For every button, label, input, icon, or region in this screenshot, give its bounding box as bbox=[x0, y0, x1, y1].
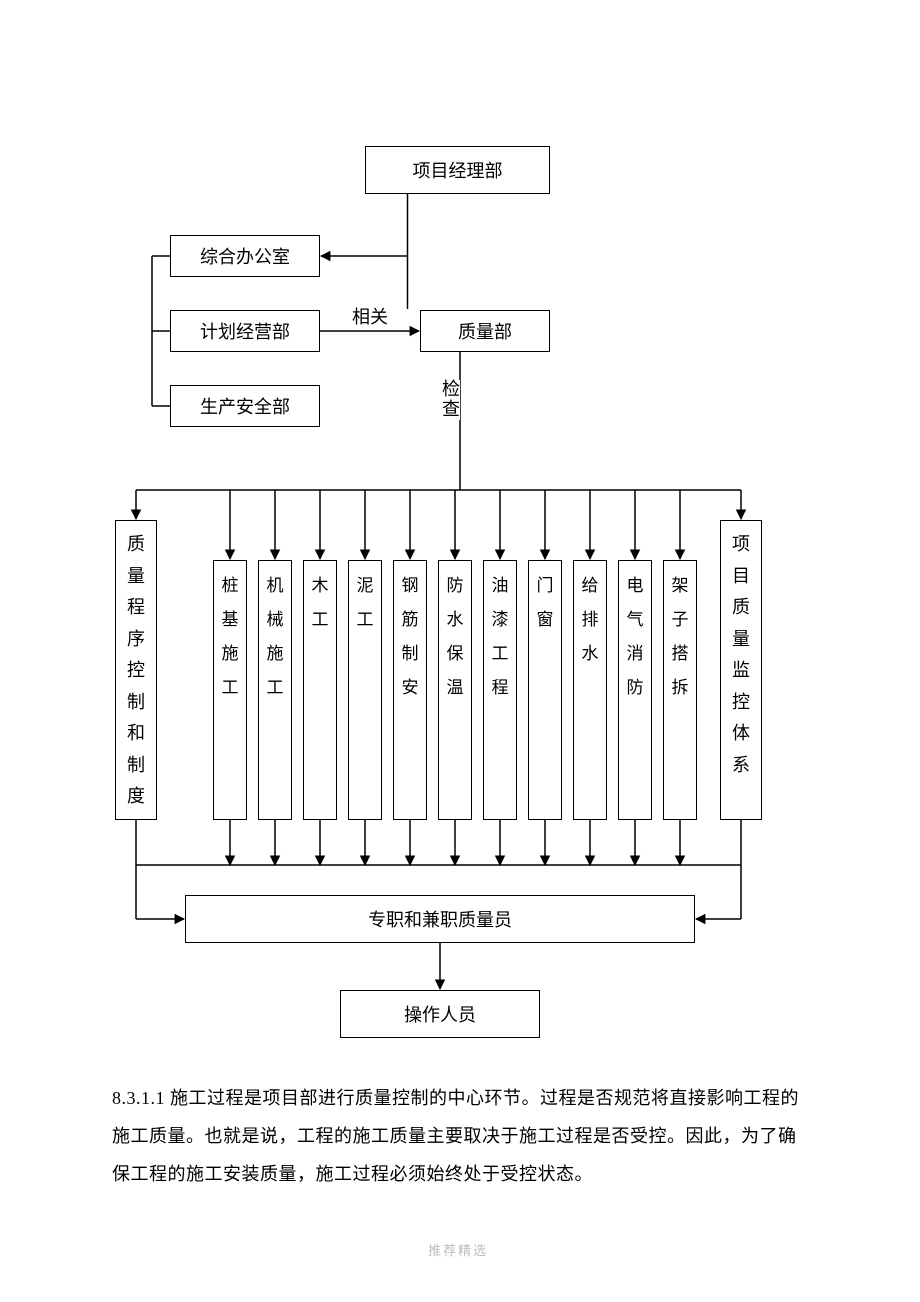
node-label: 综合办公室 bbox=[200, 243, 290, 269]
node-label: 项目经理部 bbox=[413, 157, 503, 183]
para-text: 施工过程是项目部进行质量控制的中心环节。过程是否规范将直接影响工程的施工质量。也… bbox=[112, 1088, 799, 1184]
node-label: 质量部 bbox=[458, 318, 512, 344]
work-box: 泥工 bbox=[348, 560, 382, 820]
node-project-monitor-system: 项目质量监控体系 bbox=[720, 520, 762, 820]
work-box: 桩基施工 bbox=[213, 560, 247, 820]
node-quality: 质量部 bbox=[420, 310, 550, 352]
node-plan: 计划经营部 bbox=[170, 310, 320, 352]
work-box: 油漆工程 bbox=[483, 560, 517, 820]
node-quality-staff: 专职和兼职质量员 bbox=[185, 895, 695, 943]
para-prefix: 8.3.1.1 bbox=[112, 1088, 170, 1108]
work-box: 架子搭拆 bbox=[663, 560, 697, 820]
node-office: 综合办公室 bbox=[170, 235, 320, 277]
node-project-mgmt: 项目经理部 bbox=[365, 146, 550, 194]
work-box: 给排水 bbox=[573, 560, 607, 820]
node-label: 生产安全部 bbox=[200, 393, 290, 419]
edge-label-related: 相关 bbox=[352, 303, 388, 329]
node-label: 专职和兼职质量员 bbox=[368, 906, 512, 932]
work-box: 机械施工 bbox=[258, 560, 292, 820]
node-safety: 生产安全部 bbox=[170, 385, 320, 427]
node-quality-control-system: 质量程序控制和制度 bbox=[115, 520, 157, 820]
edge-label-check: 检查 bbox=[442, 380, 460, 420]
body-paragraph: 8.3.1.1 施工过程是项目部进行质量控制的中心环节。过程是否规范将直接影响工… bbox=[112, 1080, 812, 1193]
work-box: 防水保温 bbox=[438, 560, 472, 820]
node-operators: 操作人员 bbox=[340, 990, 540, 1038]
footer-text: 推荐精选 bbox=[428, 1240, 488, 1259]
node-label: 计划经营部 bbox=[200, 318, 290, 344]
work-box: 钢筋制安 bbox=[393, 560, 427, 820]
work-box: 门窗 bbox=[528, 560, 562, 820]
work-box: 电气消防 bbox=[618, 560, 652, 820]
node-label: 操作人员 bbox=[404, 1001, 476, 1027]
work-box: 木工 bbox=[303, 560, 337, 820]
